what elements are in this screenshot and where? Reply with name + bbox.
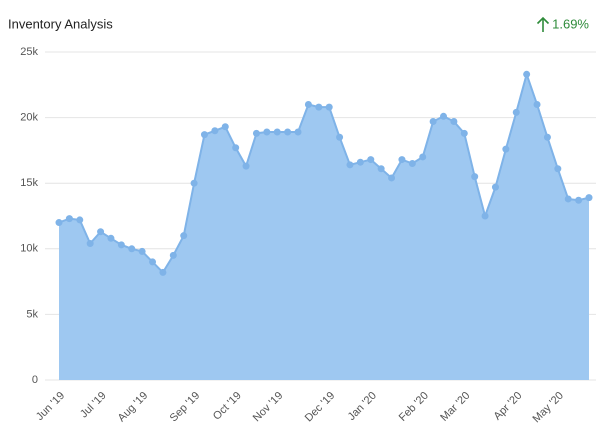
data-point [346,161,354,169]
y-tick-label: 0 [32,374,38,386]
data-point [86,240,94,248]
y-tick-label: 20k [20,112,38,124]
change-value: 1.69% [552,16,589,31]
data-point [55,219,63,227]
data-point [429,118,437,126]
x-tick-label: Sep '19 [168,390,203,425]
data-point [554,165,562,173]
data-point [97,228,105,236]
data-point [543,133,551,141]
data-point [200,131,208,139]
data-point [367,156,375,164]
x-tick-label: Apr '20 [492,390,525,423]
data-point [107,234,115,242]
data-point [263,128,271,136]
data-point [523,70,531,78]
data-point [471,173,479,181]
data-point [284,128,292,136]
data-point [294,128,302,136]
data-point [169,251,177,259]
area-line [58,70,590,275]
data-point [460,129,468,137]
x-tick-label: Dec '19 [303,390,338,425]
data-point [377,165,385,173]
data-point [242,162,250,170]
data-point [117,241,125,249]
x-tick-label: Jun '19 [34,390,67,423]
data-point [419,153,427,161]
data-point [502,145,510,153]
y-tick-label: 5k [26,308,38,320]
data-point [388,174,396,182]
x-tick-label: Mar '20 [438,390,472,424]
data-point [450,118,458,126]
data-point [512,108,520,116]
x-tick-label: Feb '20 [397,390,431,424]
data-point [356,158,364,166]
data-point [159,268,167,276]
data-point [128,245,136,253]
data-point [315,103,323,111]
data-point [533,100,541,108]
y-tick-label: 10k [20,243,38,255]
data-point [481,212,489,220]
y-tick-label: 15k [20,177,38,189]
y-tick-label: 25k [20,46,38,58]
data-point [149,258,157,266]
data-point [180,232,188,240]
data-point [190,179,198,187]
chart-title: Inventory Analysis [8,16,113,31]
data-point [564,195,572,203]
x-tick-label: Jul '19 [78,390,109,421]
data-point [575,196,583,204]
data-point [398,156,406,164]
data-point [408,160,416,168]
data-point [138,247,146,255]
data-point [232,144,240,152]
x-tick-label: May '20 [531,390,566,425]
data-point [585,194,593,202]
data-point [491,183,499,191]
up-arrow-icon [536,16,550,32]
data-point [304,100,312,108]
data-point [221,123,229,131]
x-tick-label: Oct '19 [211,390,244,423]
data-point [76,216,84,224]
data-point [252,129,260,137]
data-point [273,128,281,136]
data-point [65,215,73,223]
x-tick-label: Jan '20 [346,390,379,423]
x-tick-label: Nov '19 [251,390,286,425]
data-point [336,133,344,141]
data-point [211,127,219,135]
x-tick-label: Aug '19 [116,390,151,425]
area-fill [59,74,589,380]
data-point [440,112,448,120]
data-point [325,103,333,111]
